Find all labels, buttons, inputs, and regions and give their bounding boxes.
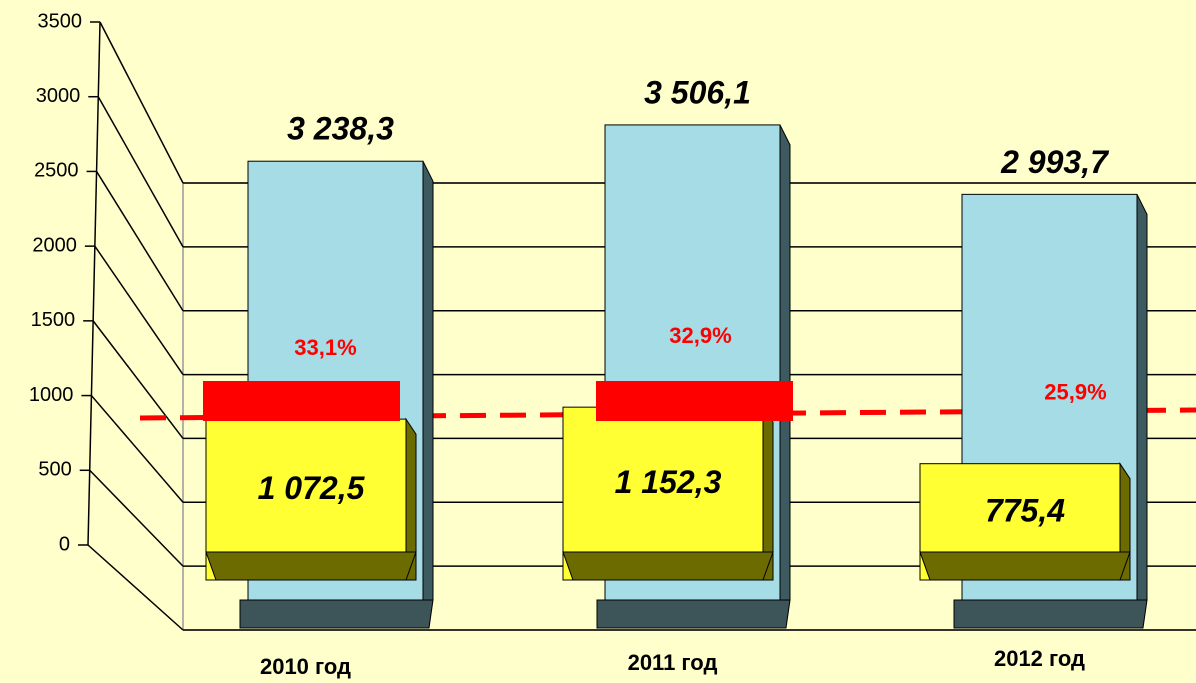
bar-cap [596, 381, 793, 421]
y-tick-label: 500 [38, 459, 71, 481]
bar-bottom [953, 599, 1148, 629]
y-tick-label: 1500 [31, 309, 76, 331]
value-label: 775,4 [985, 492, 1065, 528]
y-tick-label: 3000 [36, 85, 81, 107]
y-tick-label: 3500 [38, 10, 83, 32]
bar-bottom [919, 551, 1131, 581]
bar-bottom [205, 551, 417, 581]
bar [562, 406, 764, 581]
percent-label: 25,9% [1044, 380, 1106, 405]
grid-line [89, 469, 184, 567]
grid-line [97, 96, 184, 248]
percent-label: 32,9% [669, 323, 731, 348]
value-label: 3 238,3 [287, 111, 394, 147]
value-label: 1 152,3 [615, 464, 722, 500]
grid-line [92, 320, 184, 439]
value-label: 1 072,5 [258, 470, 366, 506]
x-tick-label: 2012 год [994, 646, 1085, 671]
bar-side [422, 160, 434, 601]
percent-label: 33,1% [294, 335, 356, 360]
bar-cap [203, 381, 400, 421]
value-label: 3 506,1 [644, 74, 751, 110]
y-axis [87, 21, 101, 546]
x-tick-label: 2010 год [260, 654, 351, 679]
y-tick-label: 1000 [29, 384, 74, 406]
grid-line [99, 21, 184, 184]
y-tick-label: 2500 [34, 160, 79, 182]
bar-side [1136, 194, 1148, 601]
grid-line [94, 245, 184, 375]
bar-bottom [562, 551, 774, 581]
x-tick-label: 2011 год [628, 650, 718, 675]
grid-line [87, 544, 184, 631]
value-label: 2 993,7 [1000, 144, 1110, 180]
grid-line [95, 171, 184, 312]
bar-bottom [239, 599, 434, 629]
grid-line [90, 395, 184, 503]
bar-side [779, 124, 791, 601]
bar-bottom [596, 599, 791, 629]
y-tick-label: 0 [59, 533, 70, 555]
y-tick-label: 2000 [32, 234, 77, 256]
